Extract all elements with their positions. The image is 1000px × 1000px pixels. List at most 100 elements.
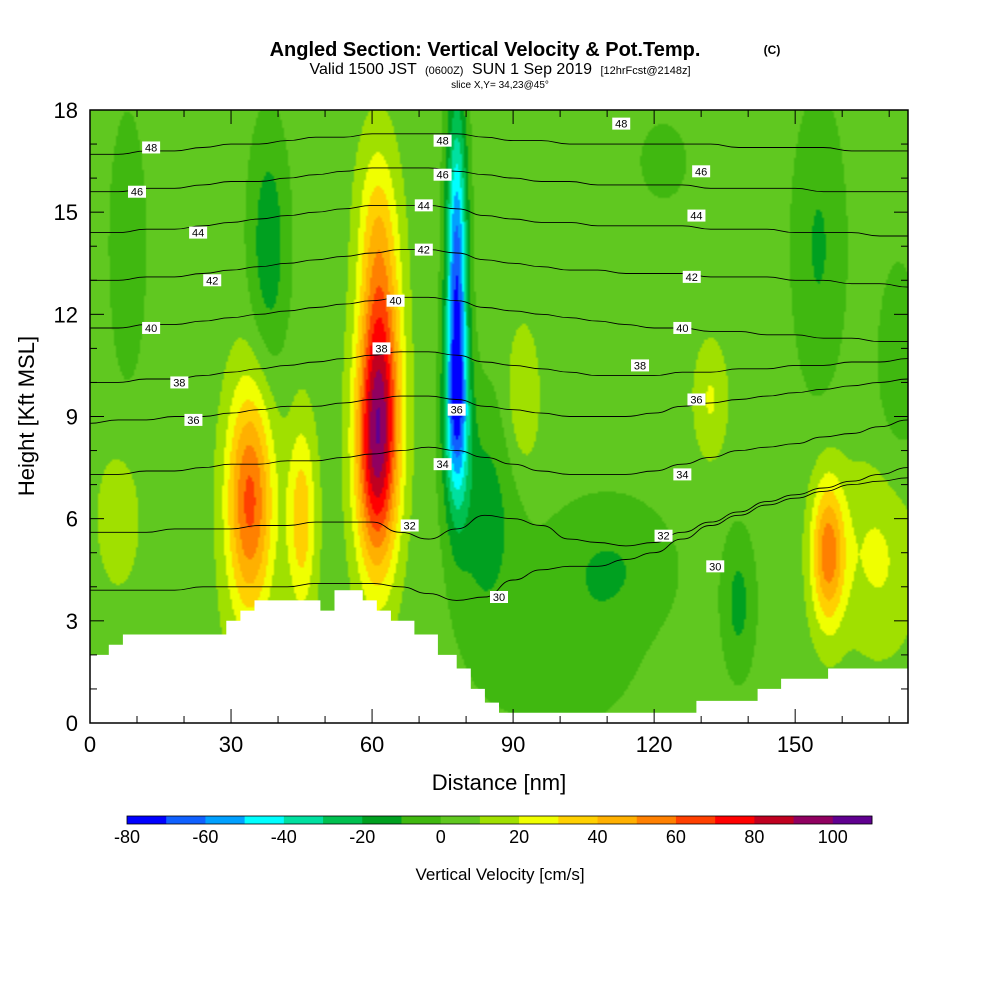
svg-text:38: 38 <box>173 377 185 389</box>
theta-contour-48 <box>90 133 908 155</box>
colorbar-tick-label: -80 <box>114 827 140 847</box>
theta-contour-label: 32 <box>400 519 419 532</box>
svg-text:36: 36 <box>451 405 463 417</box>
svg-text:38: 38 <box>375 343 387 355</box>
colorbar-swatch <box>793 816 834 824</box>
theta-contour-label: 44 <box>189 226 208 240</box>
svg-text:46: 46 <box>131 187 143 199</box>
theta-contour-label: 48 <box>142 141 161 154</box>
svg-text:46: 46 <box>695 166 707 178</box>
y-tick-label: 15 <box>54 200 78 225</box>
svg-text:38: 38 <box>634 360 646 372</box>
theta-contour-30 <box>89 477 909 601</box>
svg-text:30: 30 <box>493 592 505 604</box>
colorbar-tick-label: 60 <box>666 827 686 847</box>
theta-contour-label: 44 <box>414 199 433 212</box>
x-axis: 0 30 60 90 120 150 <box>84 110 890 757</box>
theta-contour-label: 38 <box>631 359 650 372</box>
svg-text:42: 42 <box>418 245 430 257</box>
x-tick-label: 150 <box>777 732 814 757</box>
theta-contour-label: 38 <box>372 342 391 355</box>
theta-contour-label: 34 <box>673 468 692 481</box>
colorbar-swatch <box>597 816 638 824</box>
x-tick-label: 30 <box>219 732 243 757</box>
chart-title: Angled Section: Vertical Velocity & Pot.… <box>270 39 701 61</box>
theta-contour-label: 36 <box>687 393 706 406</box>
theta-contour-label: 32 <box>654 529 673 543</box>
colorbar-swatch <box>166 816 206 824</box>
colorbar-tick-label: 20 <box>509 827 529 847</box>
theta-contour-label: 46 <box>128 185 147 199</box>
colorbar-swatch <box>362 816 402 824</box>
theta-contour-label: 48 <box>612 117 631 131</box>
subtitle-date: SUN 1 Sep 2019 <box>472 61 592 78</box>
theta-contour-label: 40 <box>386 294 405 308</box>
theta-contour-label: 48 <box>433 134 452 148</box>
theta-labels: 48 46 44 42 40 38 36 48 46 44 42 40 38 36 34 32 30 48 46 44… <box>128 117 725 604</box>
theta-contour-label: 46 <box>433 168 452 182</box>
svg-text:42: 42 <box>686 272 698 284</box>
colorbar-swatch <box>440 816 481 824</box>
theta-contour-label: 46 <box>692 165 711 178</box>
theta-contour-label: 36 <box>184 413 203 427</box>
svg-text:34: 34 <box>676 469 688 481</box>
svg-text:42: 42 <box>206 275 218 287</box>
subtitle-forecast-info: [12hrFcst@2148z] <box>600 65 690 77</box>
colorbar-label: Vertical Velocity [cm/s] <box>415 865 584 884</box>
theta-contours <box>89 133 909 601</box>
y-tick-label: 9 <box>66 405 78 430</box>
colorbar <box>126 815 873 825</box>
y-tick-label: 12 <box>54 302 78 327</box>
theta-contour-label: 30 <box>490 590 508 604</box>
svg-text:36: 36 <box>690 394 702 406</box>
y-tick-label: 0 <box>66 711 78 736</box>
theta-contour-40 <box>90 296 908 343</box>
theta-contour-label: 30 <box>706 560 725 573</box>
theta-contour-label: 42 <box>682 270 701 284</box>
chart-title-suffix: (C) <box>764 43 781 57</box>
svg-text:48: 48 <box>615 119 627 131</box>
colorbar-tick-label: 40 <box>587 827 607 847</box>
svg-text:44: 44 <box>192 228 204 240</box>
svg-text:46: 46 <box>436 170 448 182</box>
theta-contour-36 <box>89 378 909 424</box>
svg-text:40: 40 <box>676 323 688 335</box>
colorbar-swatch <box>754 816 794 824</box>
svg-text:44: 44 <box>418 200 430 212</box>
theta-contour-label: 40 <box>673 321 692 335</box>
colorbar-swatch <box>244 816 285 824</box>
svg-text:36: 36 <box>187 415 199 427</box>
colorbar-ticks: -80 -60 -40 -20 0 20 40 60 80 100 <box>114 827 848 847</box>
svg-text:34: 34 <box>436 459 448 471</box>
y-tick-label: 18 <box>54 98 78 123</box>
theta-contour-label: 34 <box>433 458 452 471</box>
colorbar-swatch <box>832 816 873 824</box>
theta-contour-38 <box>90 351 909 383</box>
theta-contour-label: 38 <box>170 376 189 389</box>
x-tick-label: 120 <box>636 732 673 757</box>
colorbar-swatch <box>479 816 520 824</box>
terrain <box>90 590 908 723</box>
svg-text:32: 32 <box>657 531 669 543</box>
svg-text:32: 32 <box>404 520 416 532</box>
colorbar-swatch <box>519 816 559 824</box>
svg-text:40: 40 <box>389 296 401 308</box>
svg-text:44: 44 <box>690 211 702 223</box>
colorbar-frame <box>126 815 873 825</box>
x-tick-label: 60 <box>360 732 384 757</box>
slice-label: slice X,Y= 34,23@45° <box>451 80 549 91</box>
subtitle-valid-time: Valid 1500 JST <box>309 61 417 78</box>
svg-text:40: 40 <box>145 323 157 335</box>
subtitle-utc-time: (0600Z) <box>425 65 464 77</box>
colorbar-swatch <box>127 816 167 824</box>
theta-contour-32 <box>90 467 909 547</box>
colorbar-swatch <box>558 816 598 824</box>
chart-subtitle: Valid 1500 JST (0600Z) SUN 1 Sep 2019 [1… <box>309 61 690 78</box>
y-tick-label: 3 <box>66 609 78 634</box>
theta-contour-34 <box>90 419 909 475</box>
colorbar-tick-label: -40 <box>271 827 297 847</box>
colorbar-swatch <box>283 816 324 824</box>
x-tick-label: 90 <box>501 732 525 757</box>
theta-contour-44 <box>89 204 908 237</box>
x-tick-label: 0 <box>84 732 96 757</box>
